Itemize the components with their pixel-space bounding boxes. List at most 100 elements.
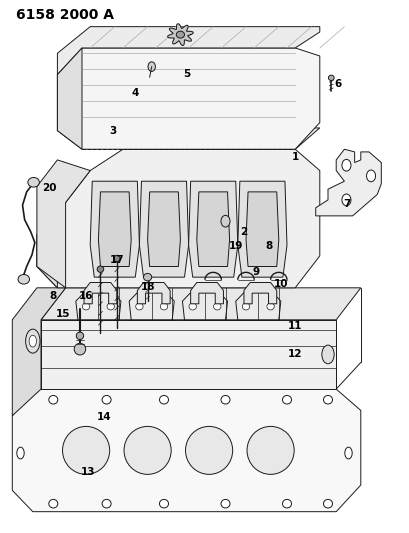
- Ellipse shape: [323, 499, 332, 508]
- Text: 7: 7: [342, 199, 349, 208]
- Ellipse shape: [107, 303, 114, 310]
- Ellipse shape: [220, 215, 229, 227]
- Text: 8: 8: [264, 241, 272, 251]
- Ellipse shape: [76, 332, 83, 340]
- Polygon shape: [84, 282, 117, 304]
- Ellipse shape: [97, 266, 103, 272]
- Text: 20: 20: [42, 183, 56, 192]
- Ellipse shape: [366, 170, 375, 182]
- Ellipse shape: [25, 329, 40, 353]
- Ellipse shape: [202, 264, 207, 269]
- Ellipse shape: [135, 303, 143, 310]
- Polygon shape: [90, 181, 139, 277]
- Ellipse shape: [266, 303, 274, 310]
- Ellipse shape: [49, 395, 58, 404]
- Polygon shape: [37, 235, 57, 288]
- Ellipse shape: [143, 273, 151, 281]
- Ellipse shape: [213, 303, 220, 310]
- Ellipse shape: [169, 264, 174, 269]
- Polygon shape: [188, 181, 237, 277]
- Ellipse shape: [17, 447, 24, 459]
- Ellipse shape: [116, 264, 121, 269]
- Text: 16: 16: [79, 291, 93, 301]
- Ellipse shape: [189, 303, 196, 310]
- Ellipse shape: [328, 75, 333, 80]
- Ellipse shape: [18, 274, 29, 284]
- Polygon shape: [41, 288, 360, 320]
- Polygon shape: [41, 320, 335, 389]
- Text: 6: 6: [334, 79, 341, 89]
- Ellipse shape: [74, 343, 85, 355]
- Text: 14: 14: [97, 412, 112, 422]
- Text: 9: 9: [252, 267, 259, 277]
- Polygon shape: [190, 282, 223, 304]
- Text: 18: 18: [140, 282, 155, 292]
- Polygon shape: [237, 181, 286, 277]
- Text: 5: 5: [182, 69, 190, 78]
- Ellipse shape: [222, 264, 227, 269]
- Polygon shape: [245, 192, 278, 266]
- Ellipse shape: [113, 255, 120, 262]
- Text: 17: 17: [109, 255, 124, 265]
- Polygon shape: [147, 192, 180, 266]
- Ellipse shape: [341, 159, 350, 171]
- Text: 11: 11: [287, 321, 302, 331]
- Polygon shape: [37, 160, 90, 288]
- Text: 8: 8: [49, 291, 57, 301]
- Ellipse shape: [282, 499, 291, 508]
- Ellipse shape: [28, 177, 39, 187]
- Ellipse shape: [102, 499, 111, 508]
- Polygon shape: [167, 24, 193, 45]
- Ellipse shape: [255, 264, 260, 269]
- Polygon shape: [123, 128, 319, 149]
- Ellipse shape: [323, 395, 332, 404]
- Ellipse shape: [124, 426, 171, 474]
- Polygon shape: [76, 290, 121, 320]
- Ellipse shape: [220, 499, 229, 508]
- Ellipse shape: [82, 303, 90, 310]
- Ellipse shape: [282, 395, 291, 404]
- Text: 10: 10: [273, 279, 288, 288]
- Text: 13: 13: [81, 467, 95, 477]
- Text: 15: 15: [56, 310, 71, 319]
- Ellipse shape: [160, 303, 167, 310]
- Text: 12: 12: [287, 350, 302, 359]
- Polygon shape: [139, 181, 188, 277]
- Ellipse shape: [321, 345, 333, 364]
- Text: 2: 2: [240, 227, 247, 237]
- Ellipse shape: [49, 499, 58, 508]
- Text: 3: 3: [109, 126, 116, 135]
- Polygon shape: [57, 27, 319, 75]
- Polygon shape: [315, 149, 380, 216]
- Polygon shape: [243, 282, 276, 304]
- Polygon shape: [12, 288, 65, 416]
- Ellipse shape: [220, 395, 229, 404]
- Text: 19: 19: [228, 241, 243, 251]
- Text: 1: 1: [291, 152, 298, 162]
- Ellipse shape: [176, 31, 184, 38]
- Polygon shape: [182, 290, 227, 320]
- Polygon shape: [137, 282, 170, 304]
- Text: 6158 2000 A: 6158 2000 A: [16, 8, 114, 22]
- Ellipse shape: [341, 194, 350, 206]
- Text: 4: 4: [131, 88, 139, 98]
- Polygon shape: [12, 389, 360, 512]
- Ellipse shape: [96, 264, 101, 269]
- Ellipse shape: [149, 264, 154, 269]
- Ellipse shape: [102, 395, 111, 404]
- Polygon shape: [37, 149, 319, 288]
- Ellipse shape: [246, 426, 294, 474]
- Polygon shape: [57, 48, 319, 149]
- Ellipse shape: [185, 426, 232, 474]
- Ellipse shape: [242, 303, 249, 310]
- Polygon shape: [196, 192, 229, 266]
- Ellipse shape: [148, 62, 155, 71]
- Ellipse shape: [29, 335, 36, 347]
- Ellipse shape: [159, 395, 168, 404]
- Polygon shape: [129, 290, 174, 320]
- Ellipse shape: [62, 426, 110, 474]
- Polygon shape: [98, 192, 131, 266]
- Polygon shape: [57, 48, 82, 149]
- Ellipse shape: [276, 264, 281, 269]
- Ellipse shape: [159, 499, 168, 508]
